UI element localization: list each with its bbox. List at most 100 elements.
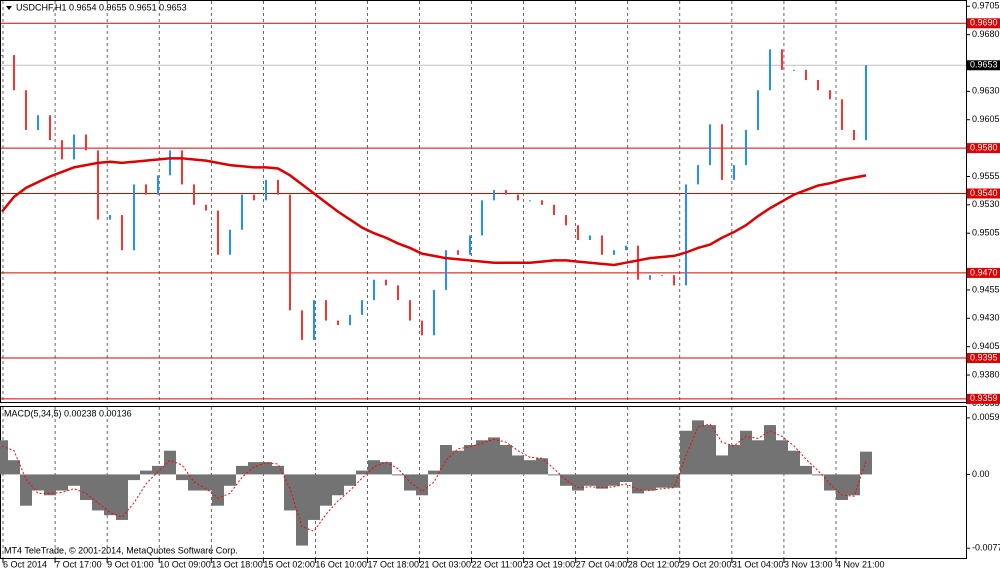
macd-bar bbox=[368, 460, 380, 475]
macd-bar bbox=[392, 474, 404, 476]
x-tick-label: 9 Oct 01:00 bbox=[107, 559, 154, 569]
macd-bar bbox=[632, 474, 644, 494]
y-tick-label: 0.9705 bbox=[972, 1, 1000, 11]
macd-bar bbox=[524, 460, 536, 475]
macd-bar bbox=[824, 474, 836, 491]
macd-bar bbox=[476, 440, 488, 475]
macd-bar bbox=[164, 450, 176, 475]
macd-bar bbox=[224, 474, 236, 486]
macd-bar bbox=[176, 474, 188, 481]
macd-bar bbox=[860, 451, 872, 475]
macd-bar bbox=[740, 430, 752, 475]
macd-bar bbox=[152, 465, 164, 475]
level-label: 0.9359 bbox=[970, 393, 998, 403]
y-tick-label: 0.9380 bbox=[972, 369, 1000, 379]
macd-bar bbox=[764, 425, 776, 475]
x-tick-label: 16 Oct 10:00 bbox=[315, 559, 367, 569]
macd-bar bbox=[104, 474, 116, 516]
macd-bar bbox=[464, 445, 476, 475]
level-label: 0.9690 bbox=[970, 18, 998, 28]
macd-bar bbox=[572, 474, 584, 491]
x-tick-label: 22 Oct 11:00 bbox=[472, 559, 523, 569]
macd-bar bbox=[404, 474, 416, 491]
macd-bar bbox=[500, 445, 512, 475]
macd-bar bbox=[32, 474, 44, 491]
macd-bar bbox=[596, 474, 608, 489]
macd-bar bbox=[416, 474, 428, 496]
macd-bar bbox=[56, 474, 68, 491]
macd-bar bbox=[836, 474, 848, 501]
macd-bar bbox=[488, 437, 500, 475]
x-tick-label: 3 Nov 13:00 bbox=[784, 559, 833, 569]
macd-bar bbox=[116, 474, 128, 520]
macd-bar bbox=[668, 474, 680, 488]
macd-bar bbox=[272, 465, 284, 475]
macd-bar bbox=[788, 450, 800, 475]
y-tick-label: 0.9530 bbox=[972, 199, 1000, 209]
macd-bar bbox=[320, 474, 332, 506]
macd-bar bbox=[128, 474, 140, 481]
macd-bar bbox=[704, 425, 716, 475]
x-tick-label: 4 Nov 21:00 bbox=[836, 559, 885, 569]
macd-bar bbox=[260, 462, 272, 475]
x-tick-label: 28 Oct 12:00 bbox=[628, 559, 680, 569]
x-tick-label: 10 Oct 09:00 bbox=[159, 559, 211, 569]
macd-bar bbox=[344, 474, 356, 486]
macd-bar bbox=[248, 462, 260, 475]
macd-bar bbox=[308, 474, 320, 520]
level-label-box bbox=[967, 18, 1000, 29]
macd-bar bbox=[212, 474, 224, 506]
y-tick-label: 0.00596 bbox=[972, 412, 1000, 422]
macd-bar bbox=[428, 470, 440, 475]
y-tick-label: -0.00778 bbox=[972, 543, 1000, 553]
macd-bar bbox=[8, 460, 20, 475]
macd-bar bbox=[512, 455, 524, 475]
x-tick-label: 27 Oct 04:00 bbox=[576, 559, 628, 569]
level-label-box bbox=[967, 393, 1000, 404]
level-label: 0.9470 bbox=[970, 267, 998, 277]
y-tick-label: 0.9630 bbox=[972, 86, 1000, 96]
macd-bar bbox=[284, 474, 296, 511]
x-tick-label: 29 Oct 20:00 bbox=[680, 559, 732, 569]
y-tick-label: 0.9430 bbox=[972, 313, 1000, 323]
macd-bar bbox=[236, 465, 248, 475]
macd-bar bbox=[332, 474, 344, 496]
y-tick-label: 0.9605 bbox=[972, 114, 1000, 124]
macd-bar bbox=[620, 474, 632, 482]
macd-bar bbox=[848, 474, 860, 496]
macd-bar bbox=[92, 474, 104, 511]
macd-bar bbox=[440, 445, 452, 475]
menu-arrow[interactable] bbox=[6, 6, 12, 10]
macd-bar bbox=[0, 440, 8, 475]
level-label-box bbox=[967, 188, 1000, 199]
macd-bar bbox=[776, 440, 788, 475]
macd-bar bbox=[20, 474, 32, 506]
x-tick-label: 21 Oct 03:00 bbox=[420, 559, 472, 569]
macd-bar bbox=[680, 430, 692, 475]
x-tick-label: 31 Oct 04:00 bbox=[732, 559, 784, 569]
y-tick-label: 0.9505 bbox=[972, 228, 1000, 238]
macd-bar bbox=[692, 420, 704, 475]
macd-bar bbox=[560, 474, 572, 486]
macd-bar bbox=[608, 474, 620, 486]
macd-bar bbox=[800, 465, 812, 475]
macd-bar bbox=[728, 445, 740, 475]
y-tick-label: 0.9455 bbox=[972, 284, 1000, 294]
x-tick-label: 15 Oct 02:00 bbox=[263, 559, 315, 569]
macd-bar bbox=[80, 474, 92, 501]
macd-title: MACD(5,34,5) 0.00238 0.00136 bbox=[4, 408, 132, 418]
macd-bar bbox=[380, 462, 392, 475]
level-label-box bbox=[967, 143, 1000, 154]
macd-bar bbox=[716, 455, 728, 475]
level-label: 0.9580 bbox=[970, 142, 998, 152]
macd-bar bbox=[812, 474, 824, 476]
level-label: 0.9540 bbox=[970, 188, 998, 198]
current-price-box bbox=[967, 60, 1000, 71]
x-tick-label: 7 Oct 17:00 bbox=[55, 559, 102, 569]
macd-bar bbox=[356, 470, 368, 475]
y-tick-label: 0.9405 bbox=[972, 341, 1000, 351]
macd-bar bbox=[140, 470, 152, 475]
price-panel-frame bbox=[0, 0, 967, 403]
x-tick-label: 13 Oct 18:00 bbox=[211, 559, 263, 569]
